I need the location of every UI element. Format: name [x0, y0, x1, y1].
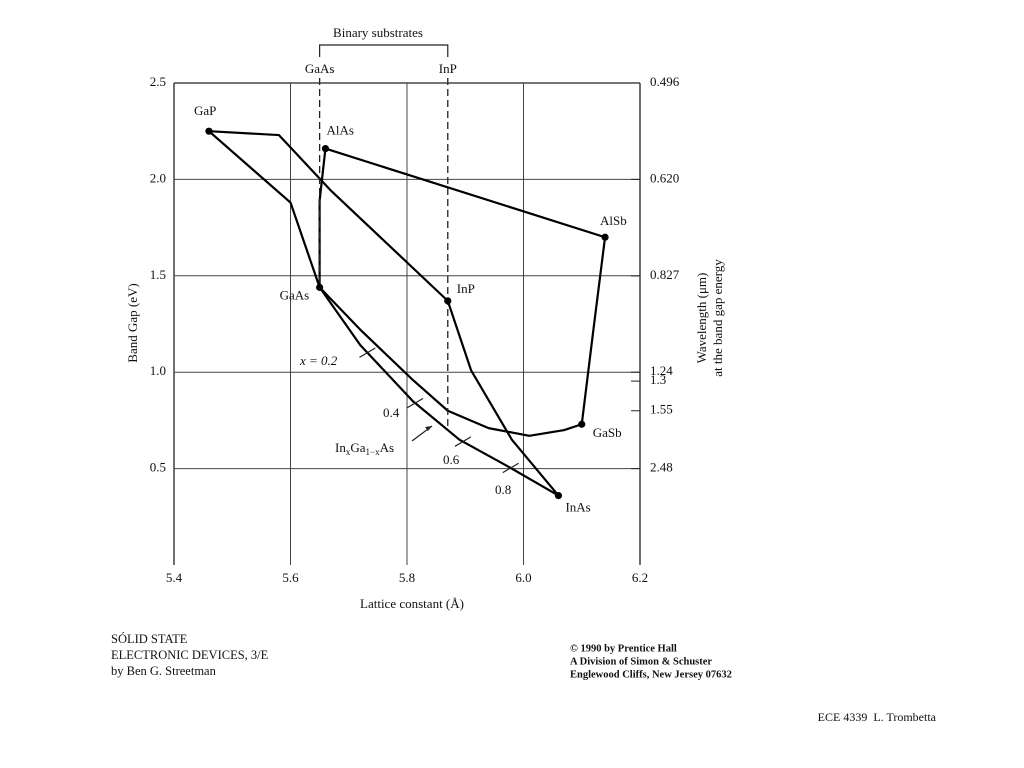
top-tick-label: InP	[439, 61, 457, 76]
y-tick-label: 2.0	[150, 170, 166, 185]
curve-label-part: Ga	[350, 440, 365, 455]
curve-label-part: 1−x	[366, 447, 381, 457]
label-arrowhead	[425, 426, 432, 431]
book-line: SÓLID STATE	[111, 632, 188, 646]
y-tick-label: 1.5	[150, 267, 166, 282]
top-axis-title: Binary substrates	[333, 25, 423, 40]
top-tick-label: GaAs	[305, 61, 335, 76]
y2-tick-label: 1.55	[650, 402, 673, 417]
y-tick-label: 1.0	[150, 363, 166, 378]
curve	[318, 286, 583, 437]
curve	[208, 130, 449, 302]
composition-tick	[406, 397, 424, 409]
composition-tick	[359, 347, 376, 358]
x-tick-label: 5.6	[282, 570, 299, 585]
compound-label: InAs	[565, 500, 590, 515]
y-tick-label: 0.5	[150, 460, 166, 475]
publisher-line: A Division of Simon & Schuster	[570, 656, 712, 667]
compound-point	[601, 233, 609, 241]
curve-label: InxGa1−xAs	[335, 440, 394, 457]
curve-label-part: x	[346, 447, 351, 457]
y2-tick-label: 2.48	[650, 460, 673, 475]
publisher-line: Englewood Cliffs, New Jersey 07632	[570, 669, 732, 680]
compound-label: GaP	[194, 103, 216, 118]
y2-tick-label: 1.3	[650, 372, 666, 387]
compound-label: InP	[457, 281, 475, 296]
x-axis-label: Lattice constant (Å)	[360, 596, 464, 611]
curve	[318, 286, 560, 497]
compound-point	[554, 491, 563, 500]
y2-tick-label: 0.620	[650, 170, 679, 185]
y2-tick-label: 0.496	[650, 74, 680, 89]
curve-label-part: In	[335, 440, 346, 455]
composition-label: 0.6	[443, 452, 460, 467]
composition-label: 0.4	[383, 405, 400, 420]
compound-label: AlAs	[326, 123, 353, 138]
top-bracket	[319, 44, 449, 57]
x-tick-label: 6.0	[515, 570, 531, 585]
composition-tick	[502, 462, 519, 474]
composition-tick	[454, 436, 472, 447]
compound-label: AlSb	[600, 213, 627, 228]
publisher-line: © 1990 by Prentice Hall	[570, 643, 677, 654]
curve	[580, 237, 607, 425]
curve	[208, 130, 321, 288]
y2-tick-label: 0.827	[650, 267, 680, 282]
y2-axis-label: at the band gap energy	[710, 259, 725, 377]
compound-point	[205, 127, 213, 135]
y-tick-label: 2.5	[150, 74, 166, 89]
compound-point	[578, 420, 586, 428]
y2-axis-label: Wavelength (μm)	[694, 273, 709, 364]
curve	[446, 300, 560, 497]
y-axis-label: Band Gap (eV)	[125, 283, 140, 362]
book-line: ELECTRONIC DEVICES, 3/E	[111, 648, 269, 662]
x-tick-label: 6.2	[632, 570, 648, 585]
compound-point	[316, 283, 324, 291]
composition-label: x = 0.2	[299, 353, 338, 368]
book-line: by Ben G. Streetman	[111, 664, 217, 678]
compound-point	[321, 144, 330, 153]
x-tick-label: 5.8	[399, 570, 415, 585]
curve-label-part: As	[380, 440, 394, 455]
compound-point	[444, 297, 452, 305]
course-credit: ECE 4339 L. Trombetta	[818, 710, 937, 724]
compound-label: GaAs	[280, 287, 310, 302]
x-tick-label: 5.4	[166, 570, 183, 585]
y2-tick-label: 1.24	[650, 363, 673, 378]
compound-label: GaSb	[593, 425, 622, 440]
curve	[325, 147, 606, 239]
composition-label: 0.8	[495, 482, 511, 497]
